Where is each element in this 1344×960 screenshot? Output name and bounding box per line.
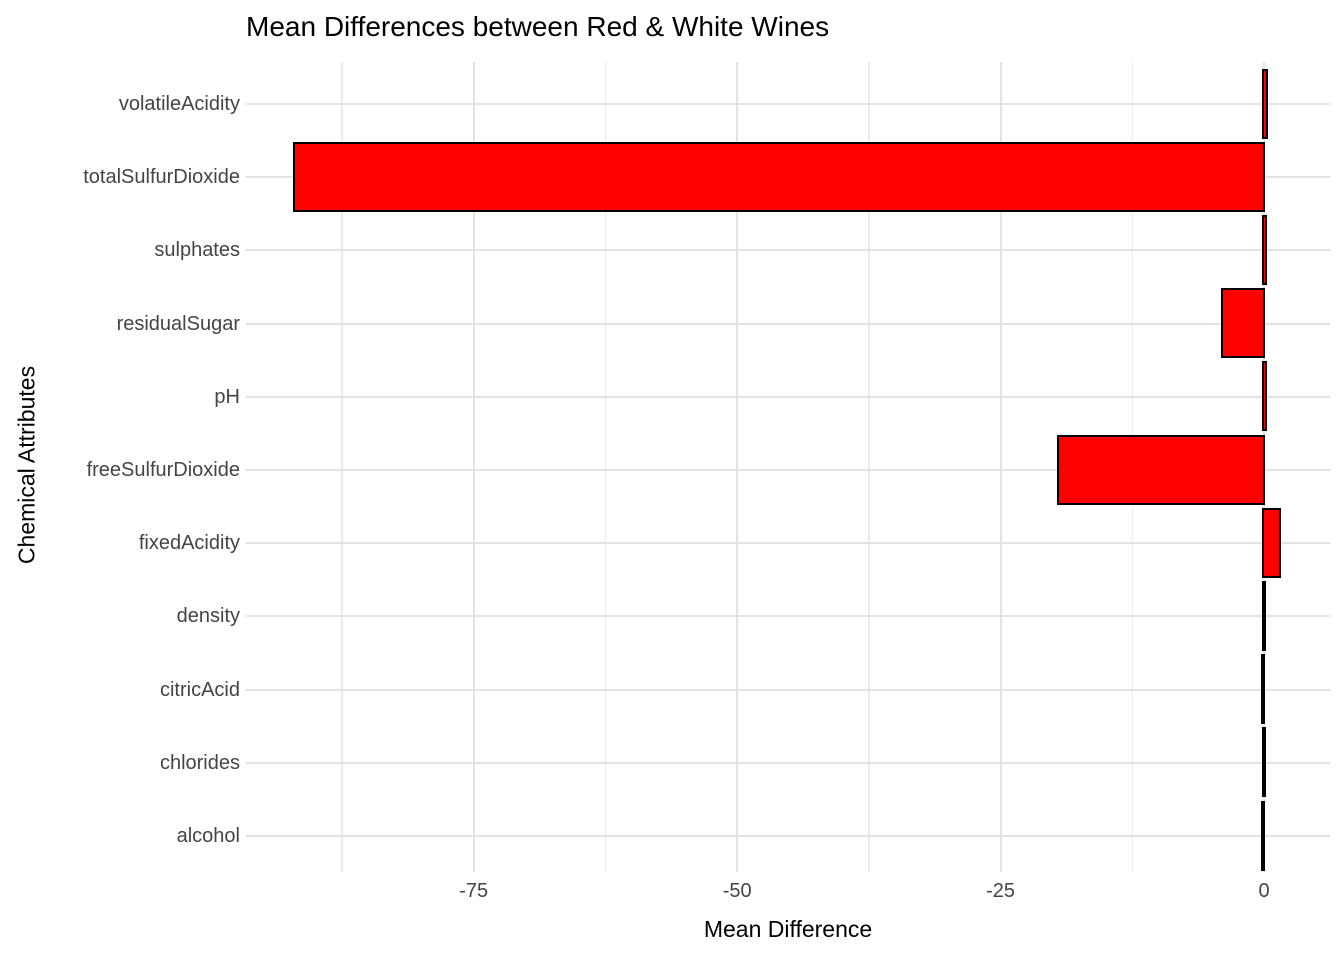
y-tick-label-chlorides: chlorides [159,751,240,774]
y-tick-label-freeSulfurDioxide: freeSulfurDioxide [86,459,240,481]
x-gridline-minor [341,62,343,872]
x-gridline-major [736,62,739,872]
y-tick-label-volatileAcidity: volatileAcidity [118,93,240,115]
x-gridline-minor [868,62,870,872]
y-gridline-major [246,103,1330,105]
y-tick-label-citricAcid: citricAcid [159,678,240,701]
x-tick-label--50: -50 [722,880,752,902]
y-gridline-major [246,469,1330,471]
bar-pH [1261,361,1267,432]
plot-panel [246,62,1330,872]
y-tick-label-alcohol: alcohol [176,825,240,847]
bar-freeSulfurDioxide [1056,434,1266,505]
bar-fixedAcidity [1261,507,1281,578]
x-tick-label--25: -25 [986,880,1016,902]
y-gridline-major [246,395,1330,398]
x-gridline-major [999,62,1002,872]
y-gridline-major [246,249,1330,252]
y-gridline-major [246,835,1330,837]
y-tick-label-sulphates: sulphates [154,239,240,262]
y-axis-title: Chemical Attributes [13,365,40,565]
bar-volatileAcidity [1261,68,1269,139]
bar-density [1261,580,1266,651]
y-gridline-major [246,615,1330,618]
y-tick-label-residualSugar: residualSugar [116,312,240,335]
bar-totalSulfurDioxide [293,141,1266,212]
x-gridline-major [472,62,475,872]
bar-residualSugar [1220,288,1266,359]
bar-sulphates [1261,214,1268,285]
y-tick-label-density: density [176,605,240,628]
y-gridline-major [246,322,1330,325]
y-tick-label-totalSulfurDioxide: totalSulfurDioxide [83,166,240,189]
bar-citricAcid [1260,654,1266,725]
x-gridline-minor [604,62,607,872]
y-gridline-major [246,688,1330,691]
bar-alcohol [1260,800,1266,871]
bar-chlorides [1261,727,1266,798]
x-tick-label-0: 0 [1258,880,1270,902]
x-tick-label--75: -75 [459,880,489,902]
y-gridline-major [246,761,1330,764]
y-tick-label-fixedAcidity: fixedAcidity [138,532,240,555]
x-axis-title: Mean Difference [703,916,873,942]
y-gridline-major [246,542,1330,545]
chart-title: Mean Differences between Red & White Win… [246,11,830,42]
y-tick-label-pH: pH [214,385,240,408]
